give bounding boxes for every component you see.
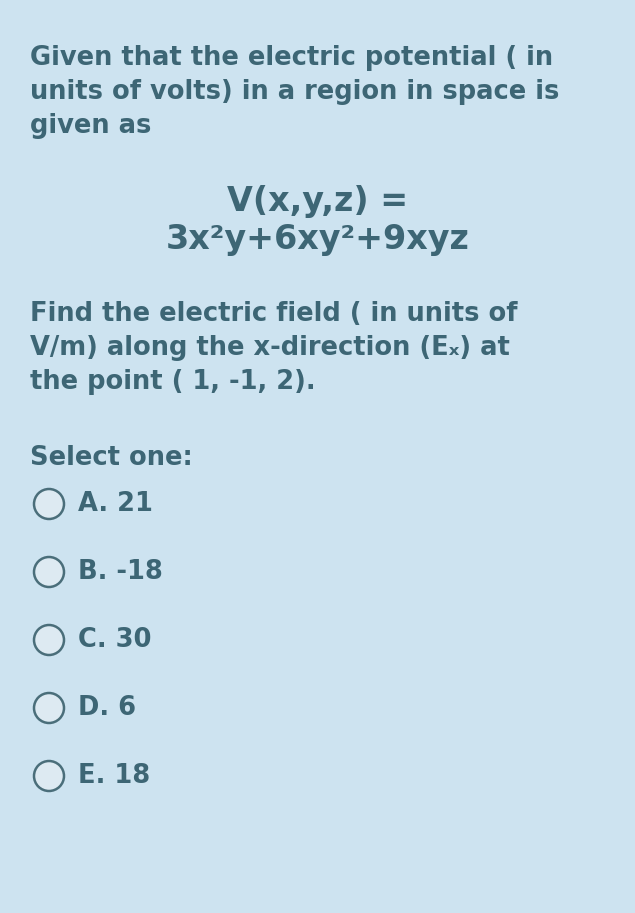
- Circle shape: [34, 489, 64, 519]
- Text: Given that the electric potential ( in: Given that the electric potential ( in: [30, 45, 553, 71]
- Text: the point ( 1, -1, 2).: the point ( 1, -1, 2).: [30, 369, 316, 395]
- Circle shape: [34, 761, 64, 791]
- Text: V(x,y,z) =: V(x,y,z) =: [227, 185, 408, 218]
- Text: A. 21: A. 21: [78, 491, 153, 517]
- Text: E. 18: E. 18: [78, 763, 150, 789]
- Circle shape: [34, 693, 64, 723]
- Text: units of volts) in a region in space is: units of volts) in a region in space is: [30, 79, 559, 105]
- Circle shape: [34, 625, 64, 655]
- Text: V/m) along the x-direction (Eₓ) at: V/m) along the x-direction (Eₓ) at: [30, 335, 510, 361]
- Text: Select one:: Select one:: [30, 445, 193, 471]
- Text: B. -18: B. -18: [78, 559, 163, 585]
- Text: 3x²y+6xy²+9xyz: 3x²y+6xy²+9xyz: [166, 223, 469, 256]
- Text: D. 6: D. 6: [78, 695, 136, 721]
- Text: Find the electric field ( in units of: Find the electric field ( in units of: [30, 301, 518, 327]
- Text: C. 30: C. 30: [78, 627, 152, 653]
- Circle shape: [34, 557, 64, 587]
- Text: given as: given as: [30, 113, 151, 139]
